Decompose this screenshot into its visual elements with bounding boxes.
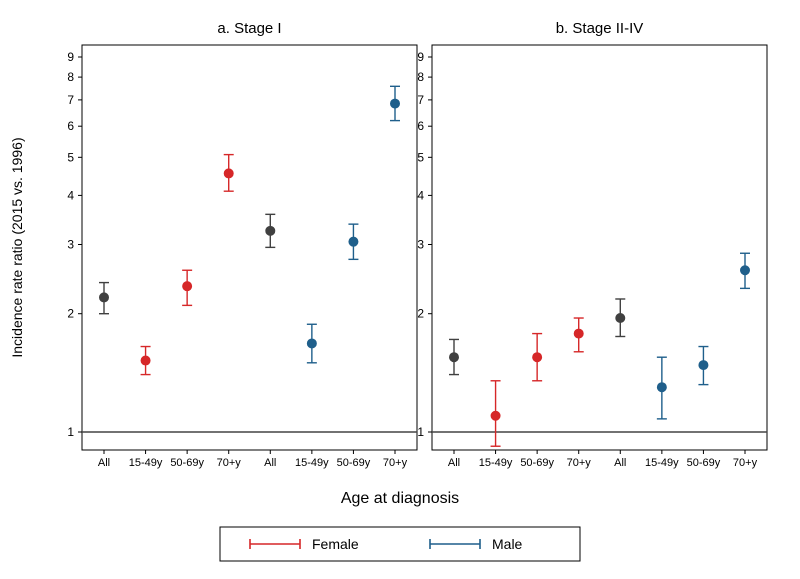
x-tick-label: 70+y <box>383 457 408 469</box>
x-axis-label: Age at diagnosis <box>341 490 459 507</box>
y-tick-label: 4 <box>417 188 424 202</box>
y-tick-label: 2 <box>67 307 74 321</box>
x-tick-label: All <box>448 457 460 469</box>
y-tick-label: 6 <box>417 119 424 133</box>
y-tick-label: 8 <box>67 70 74 84</box>
y-tick-label: 5 <box>67 150 74 164</box>
y-tick-label: 3 <box>417 238 424 252</box>
x-tick-label: 15-49y <box>479 457 513 469</box>
x-tick-label: 70+y <box>733 457 758 469</box>
panel-title: b. Stage II-IV <box>556 20 644 37</box>
y-tick-label: 4 <box>67 188 74 202</box>
x-tick-label: 50-69y <box>687 457 721 469</box>
y-tick-label: 1 <box>67 425 74 439</box>
x-tick-label: 50-69y <box>520 457 554 469</box>
x-tick-label: 50-69y <box>337 457 371 469</box>
panel-frame <box>82 45 417 450</box>
x-tick-label: 15-49y <box>129 457 163 469</box>
y-tick-label: 9 <box>417 50 424 64</box>
panel-frame <box>432 45 767 450</box>
y-tick-label: 7 <box>67 93 74 107</box>
y-axis-label: Incidence rate ratio (2015 vs. 1996) <box>9 137 25 357</box>
x-tick-label: 15-49y <box>295 457 329 469</box>
y-tick-label: 2 <box>417 307 424 321</box>
x-tick-label: All <box>98 457 110 469</box>
panel-title: a. Stage I <box>217 20 281 37</box>
y-tick-label: 8 <box>417 70 424 84</box>
legend-label: Female <box>312 536 359 552</box>
x-tick-label: All <box>614 457 626 469</box>
y-tick-label: 7 <box>417 93 424 107</box>
x-tick-label: 70+y <box>217 457 242 469</box>
y-tick-label: 6 <box>67 119 74 133</box>
y-tick-label: 3 <box>67 238 74 252</box>
x-tick-label: All <box>264 457 276 469</box>
x-tick-label: 50-69y <box>170 457 204 469</box>
y-tick-label: 5 <box>417 150 424 164</box>
forest-plot-irr: Incidence rate ratio (2015 vs. 1996) a. S… <box>0 0 800 579</box>
x-tick-label: 15-49y <box>645 457 679 469</box>
chart-svg: Incidence rate ratio (2015 vs. 1996) a. S… <box>0 0 800 579</box>
x-tick-label: 70+y <box>567 457 592 469</box>
legend-label: Male <box>492 536 523 552</box>
y-tick-label: 1 <box>417 425 424 439</box>
y-tick-label: 9 <box>67 50 74 64</box>
